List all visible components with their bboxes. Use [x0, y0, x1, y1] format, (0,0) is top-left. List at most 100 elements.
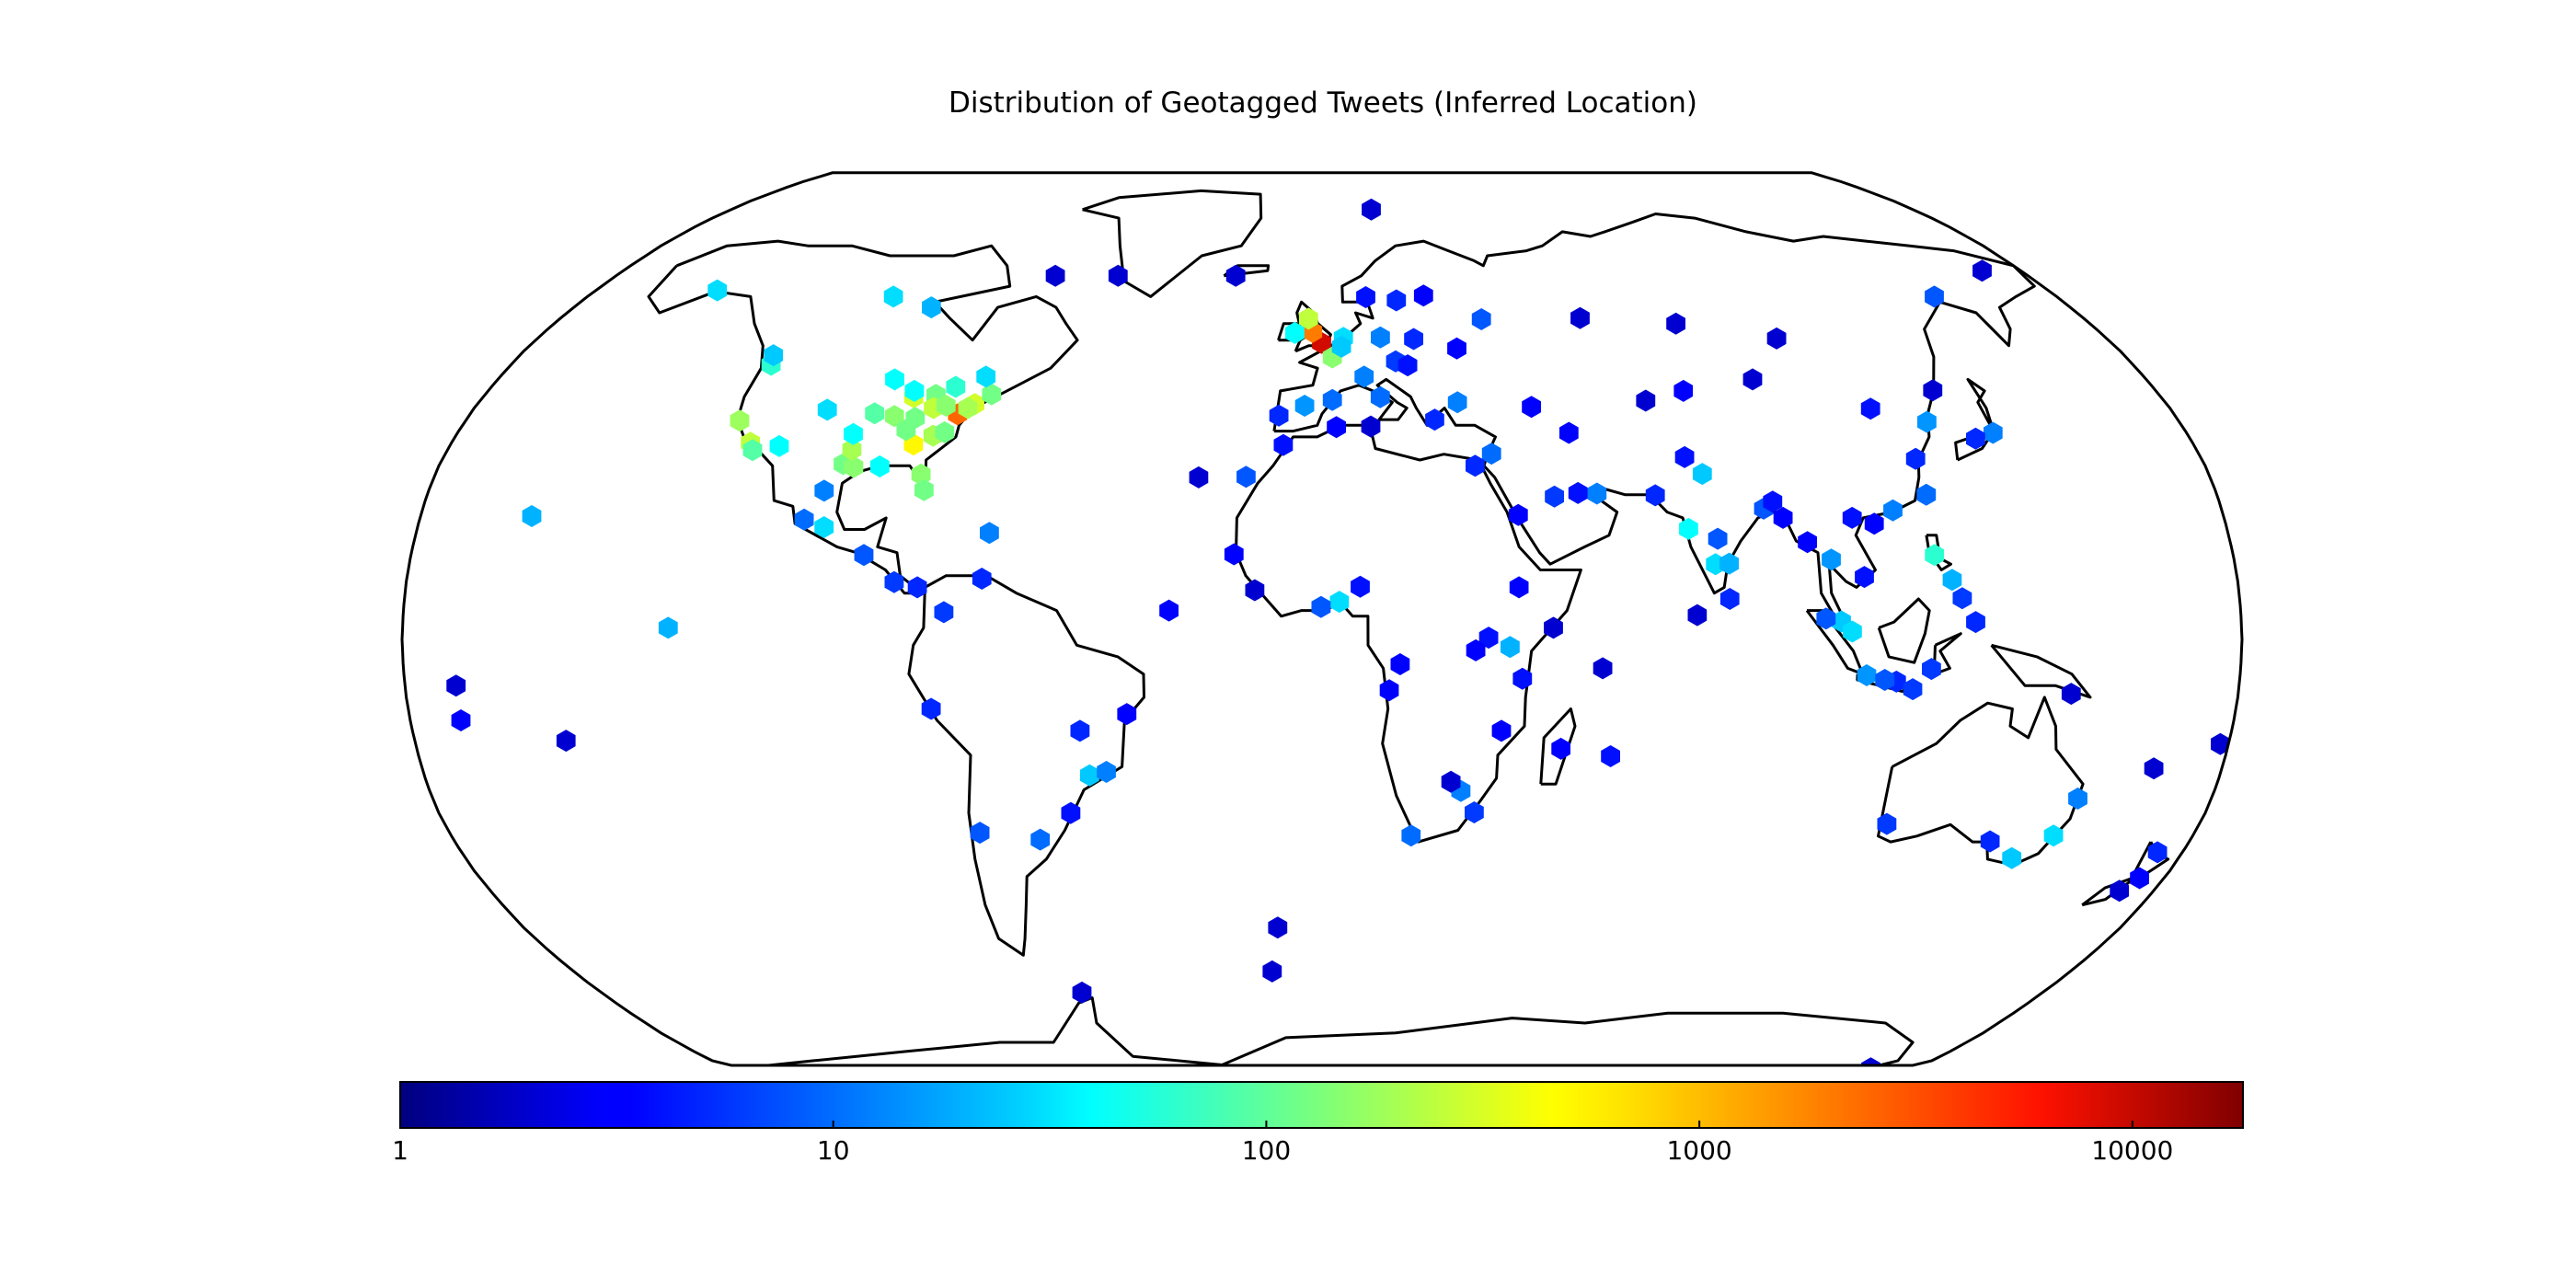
hexbin-67 — [1413, 284, 1433, 307]
hexbin-75 — [1481, 443, 1501, 466]
hexbin-159 — [1593, 657, 1613, 680]
hexbin-0 — [730, 409, 750, 432]
hexbin-168 — [1491, 719, 1512, 742]
coastline-13 — [1877, 597, 1931, 664]
hexbin-149 — [1666, 312, 1685, 335]
hexbin-119 — [2068, 788, 2087, 810]
hexbin-142 — [446, 674, 466, 697]
hexbin-58 — [1331, 335, 1351, 358]
hexbin-127 — [922, 296, 941, 319]
hexbin-92 — [1692, 463, 1712, 486]
hexbin-140 — [556, 730, 576, 753]
hexbin-41 — [707, 279, 728, 302]
hexbin-105 — [1925, 544, 1945, 567]
hexbin-33 — [814, 516, 834, 538]
hexbin-179 — [1816, 607, 1836, 630]
hexbin-22 — [884, 405, 904, 428]
hexbin-115 — [1842, 506, 1862, 529]
hexbin-66 — [1356, 286, 1375, 308]
hexbin-146 — [1522, 396, 1541, 419]
hexbin-103 — [1857, 664, 1877, 686]
hexbin-158 — [1262, 960, 1282, 983]
hexbin-116 — [1855, 566, 1874, 589]
hexbin-64 — [1269, 404, 1289, 427]
hexbin-61 — [1370, 385, 1390, 408]
hexbin-74 — [1447, 337, 1466, 360]
hexbin-46 — [1097, 761, 1116, 783]
coastlines — [647, 189, 2170, 1066]
hexbin-148 — [1570, 306, 1590, 329]
map-area — [446, 189, 2230, 1066]
coastline-1 — [1082, 189, 1263, 298]
hexbin-141 — [451, 709, 471, 731]
hexbin-166 — [1379, 679, 1399, 702]
coastline-15 — [1990, 643, 2092, 699]
hexbin-172 — [1773, 506, 1793, 529]
map-boundary — [400, 171, 2244, 1067]
hexbin-80 — [1508, 503, 1528, 526]
hexbin-55 — [1285, 321, 1305, 344]
hexbin-152 — [1925, 285, 1944, 308]
hexbin-96 — [1708, 527, 1728, 550]
hexbin-35 — [814, 479, 834, 502]
hexbin-42 — [934, 601, 954, 624]
coastline-5 — [1877, 696, 2085, 867]
hexbin-167 — [1441, 770, 1461, 793]
hexbin-133 — [1189, 466, 1209, 489]
hexbin-169 — [1466, 638, 1486, 661]
hexbin-178 — [1875, 669, 1895, 691]
hexbin-36 — [854, 544, 874, 567]
coastline-4 — [1235, 423, 1582, 844]
hexbin-85 — [1512, 667, 1533, 690]
hexbin-40 — [522, 505, 542, 527]
hexbin-154 — [2061, 683, 2081, 706]
hexbin-90 — [1509, 576, 1529, 599]
hexbin-165 — [1390, 653, 1410, 675]
hexbin-37 — [884, 570, 904, 593]
hexbin-123 — [2130, 867, 2149, 890]
hexbin-150 — [1766, 327, 1787, 350]
hexbin-131 — [1362, 198, 1381, 221]
hexbin-13 — [914, 478, 934, 501]
hexbin-10 — [869, 455, 890, 477]
hexbin-94 — [1719, 552, 1739, 575]
hexbin-120 — [1877, 812, 1897, 835]
hexbin-151 — [1923, 379, 1943, 402]
hexbin-88 — [1401, 824, 1421, 847]
hexbin-175 — [1966, 611, 1985, 634]
hexbin-130 — [1225, 264, 1246, 287]
hexbin-129 — [1108, 264, 1128, 287]
hexbin-155 — [2211, 732, 2230, 755]
hexbin-82 — [1311, 595, 1331, 618]
hexbin-72 — [1447, 391, 1467, 414]
hexbin-161 — [1719, 588, 1740, 610]
hexbin-138 — [1551, 737, 1570, 760]
hexbin-43 — [972, 568, 992, 590]
hexbin-19 — [946, 375, 966, 398]
hexbin-143 — [658, 616, 678, 639]
hexbin-78 — [1587, 482, 1607, 505]
hexbin-106 — [1942, 569, 1962, 592]
hexbin-2 — [742, 439, 763, 462]
hexbin-83 — [1351, 575, 1370, 598]
colorbar-ticks: 1 10 100 1000 10000 — [392, 1121, 2173, 1166]
hexbin-98 — [1674, 445, 1695, 468]
hexbin-171 — [1864, 512, 1884, 535]
hexbin-73 — [1471, 308, 1491, 330]
colorbar-tick-label-1: 10 — [817, 1135, 850, 1166]
hexbin-59 — [1371, 326, 1390, 349]
hexbin-100 — [1822, 548, 1841, 571]
hexbin-134 — [1236, 466, 1256, 489]
hexbin-9 — [842, 438, 862, 461]
hexbin-49 — [970, 822, 990, 845]
hexbin-60 — [1354, 365, 1374, 388]
hexbin-86 — [1478, 627, 1499, 650]
hexbin-162 — [1544, 616, 1563, 639]
hexbin-126 — [883, 285, 903, 308]
hexbin-79 — [1568, 481, 1588, 504]
hexbin-176 — [1922, 658, 1941, 681]
hexbin-layer — [446, 198, 2230, 1066]
hexbin-48 — [1030, 828, 1051, 851]
hexbin-124 — [2110, 880, 2130, 903]
